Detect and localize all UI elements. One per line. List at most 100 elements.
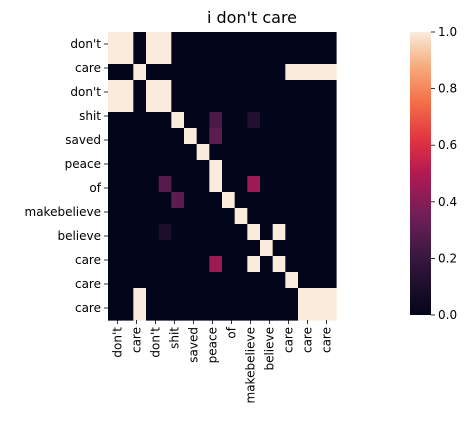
heatmap-cell [209,96,223,113]
heatmap-cell [108,96,122,113]
heatmap-cell [158,256,172,273]
heatmap-cell [247,208,261,225]
x-tick-label: peace [206,327,220,363]
heatmap-cell [196,64,210,81]
heatmap-cell [184,128,198,145]
y-tick-label: shit [79,109,101,123]
heatmap-cell [133,240,147,257]
heatmap-cell [209,112,223,129]
heatmap-cell [120,128,134,145]
heatmap-cell [196,128,210,145]
heatmap-cell [310,224,324,241]
heatmap-cell [272,32,286,49]
heatmap-cell [260,192,274,209]
heatmap-cell [234,240,248,257]
heatmap-cell [146,80,160,97]
heatmap-cell [234,96,248,113]
heatmap-cell [310,304,324,321]
heatmap-cell [310,32,324,49]
heatmap-cell [247,176,261,193]
heatmap-cell [120,192,134,209]
heatmap-cell [184,32,198,49]
heatmap-cell [247,160,261,177]
heatmap-cell [196,160,210,177]
heatmap-cell [222,160,236,177]
heatmap-cell [323,224,337,241]
heatmap-cell [133,208,147,225]
heatmap-cell [285,304,299,321]
heatmap-cell [247,80,261,97]
x-tick-label: don't [111,327,125,358]
heatmap-cell [222,80,236,97]
heatmap-cell [120,272,134,289]
heatmap-cell [108,256,122,273]
heatmap-cell [298,48,312,65]
heatmap-cell [108,32,122,49]
heatmap-cell [222,144,236,161]
heatmap-cell [285,144,299,161]
chart-title: i don't care [207,8,297,27]
heatmap-cell [146,128,160,145]
heatmap-cell [298,256,312,273]
heatmap-cell [196,208,210,225]
heatmap-cell [298,288,312,305]
heatmap-cell [310,48,324,65]
heatmap-cell [323,272,337,289]
heatmap-cell [133,128,147,145]
heatmap-cell [247,224,261,241]
heatmap-cell [158,240,172,257]
heatmap-cell [158,96,172,113]
heatmap-cell [108,272,122,289]
heatmap-cell [108,208,122,225]
heatmap-cell [158,288,172,305]
heatmap-cell [108,160,122,177]
heatmap-cell [146,64,160,81]
heatmap-cell [184,160,198,177]
heatmap-cell [171,176,185,193]
x-tick-label: believe [263,327,277,371]
heatmap-cell [209,176,223,193]
heatmap-cell [158,48,172,65]
heatmap-cell [222,32,236,49]
heatmap-cell [260,128,274,145]
heatmap-cell [158,144,172,161]
heatmap-cell [323,128,337,145]
heatmap-cell [209,288,223,305]
heatmap-cell [234,176,248,193]
x-tick-label: care [130,327,144,353]
heatmap-cell [171,32,185,49]
heatmap-cell [323,144,337,161]
heatmap-cell [272,144,286,161]
heatmap-cell [310,144,324,161]
heatmap-cell [222,272,236,289]
heatmap-cell [310,256,324,273]
heatmap-cell [247,192,261,209]
heatmap-cell [158,224,172,241]
heatmap-cell [310,128,324,145]
heatmap-cell [108,192,122,209]
heatmap-cell [310,112,324,129]
heatmap-cell [234,192,248,209]
heatmap-cell [222,96,236,113]
heatmap-cell [272,288,286,305]
colorbar-tick-label: 0.0 [438,308,457,322]
heatmap-cell [171,80,185,97]
heatmap-cell [171,304,185,321]
heatmap-cell [234,256,248,273]
heatmap-cell [120,112,134,129]
heatmap-cell [171,192,185,209]
heatmap-cell [323,240,337,257]
heatmap-cell [146,304,160,321]
heatmap-cell [209,208,223,225]
heatmap-cell [133,144,147,161]
heatmap-cell [108,176,122,193]
heatmap-cell [285,192,299,209]
heatmap-cell [285,112,299,129]
heatmap-cell [298,96,312,113]
y-tick-label: believe [57,229,101,243]
heatmap-cell [323,208,337,225]
heatmap-cell [298,192,312,209]
x-tick-labels: don't care don't shit saved peace of makebeliev… [111,320,334,403]
heatmap-cell [323,64,337,81]
